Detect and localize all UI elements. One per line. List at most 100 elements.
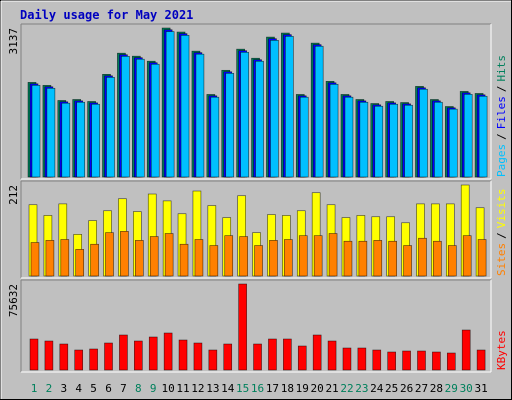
x-tick-label: 25 [385, 382, 398, 395]
bar [404, 104, 413, 178]
legend: Sites / Visits [495, 189, 508, 277]
bar [193, 342, 203, 371]
bar [44, 340, 54, 371]
x-tick-label: 18 [281, 382, 294, 395]
x-tick-label: 11 [176, 382, 189, 395]
bar [240, 51, 249, 178]
bar [91, 103, 100, 178]
bar [448, 108, 458, 178]
bar [119, 334, 128, 371]
bar [45, 240, 55, 277]
bar [30, 242, 40, 277]
bar [225, 73, 235, 178]
bar [60, 239, 70, 277]
bar [165, 31, 175, 178]
bar [327, 340, 337, 371]
bar [478, 95, 488, 178]
bar [432, 351, 441, 371]
bar [285, 36, 294, 178]
bar [61, 102, 71, 178]
x-tick-label: 9 [150, 382, 157, 395]
legend: Pages / Files / Hits [495, 55, 508, 177]
bar [462, 235, 472, 277]
x-tick-label: 7 [120, 382, 127, 395]
bar [476, 349, 486, 371]
legend-entry: Visits [495, 189, 508, 229]
bar [328, 233, 338, 277]
bar [359, 101, 369, 178]
bar [344, 96, 354, 178]
x-tick-label: 13 [206, 382, 219, 395]
bar [90, 243, 99, 277]
x-tick-label: 29 [445, 382, 458, 395]
bar [255, 60, 264, 178]
bar [373, 240, 383, 277]
bar [178, 339, 188, 371]
bar [46, 87, 56, 178]
bar [298, 235, 308, 277]
bar [477, 239, 487, 277]
bar [149, 236, 159, 277]
y-tick-label: 212 [7, 185, 20, 205]
bar [209, 245, 219, 277]
bar [106, 77, 115, 178]
bar [76, 101, 86, 178]
bar [433, 240, 442, 277]
bar [283, 338, 292, 371]
bar [59, 343, 69, 371]
legend-entry: Hits [495, 55, 508, 82]
bar [419, 88, 428, 178]
bar [208, 349, 218, 371]
x-tick-label: 15 [236, 382, 249, 395]
bar [372, 349, 382, 371]
legend-entry: Sites [495, 243, 508, 276]
bar [446, 352, 456, 371]
x-tick-label: 5 [90, 382, 97, 395]
legend-entry: Files [495, 96, 508, 129]
x-tick-label: 17 [266, 382, 279, 395]
legend-separator: / [495, 133, 508, 140]
x-tick-label: 12 [191, 382, 204, 395]
bar [461, 329, 471, 371]
bar [388, 240, 397, 277]
bar [253, 343, 262, 371]
bar [403, 245, 412, 277]
x-tick-label: 23 [355, 382, 368, 395]
bar [239, 236, 248, 277]
x-tick-label: 26 [400, 382, 413, 395]
bar [358, 240, 368, 277]
bar [120, 231, 129, 277]
bar [150, 63, 160, 178]
x-tick-label: 22 [340, 382, 353, 395]
bar [104, 342, 113, 371]
x-tick-label: 20 [311, 382, 324, 395]
bar [121, 56, 130, 178]
bar [164, 233, 174, 277]
x-tick-label: 30 [460, 382, 473, 395]
bar [135, 240, 144, 277]
x-tick-label: 4 [75, 382, 82, 395]
legend-separator: / [495, 232, 508, 239]
y-tick-label: 3137 [7, 28, 20, 55]
bar [387, 351, 396, 371]
bar [313, 235, 323, 277]
x-tick-label: 19 [296, 382, 309, 395]
y-tick-label: 75632 [7, 284, 20, 317]
bar [297, 345, 307, 371]
bar [148, 336, 158, 371]
bar [342, 347, 352, 371]
bar [434, 101, 443, 178]
bar [31, 84, 41, 178]
bar [314, 45, 324, 178]
bar [224, 235, 234, 277]
bar [270, 40, 279, 178]
legend-separator: / [495, 86, 508, 93]
bar [194, 239, 204, 277]
bar [329, 83, 339, 178]
bar [343, 240, 353, 277]
bar [268, 338, 277, 371]
bar [238, 283, 247, 371]
bar [389, 103, 398, 178]
bar [402, 350, 411, 371]
